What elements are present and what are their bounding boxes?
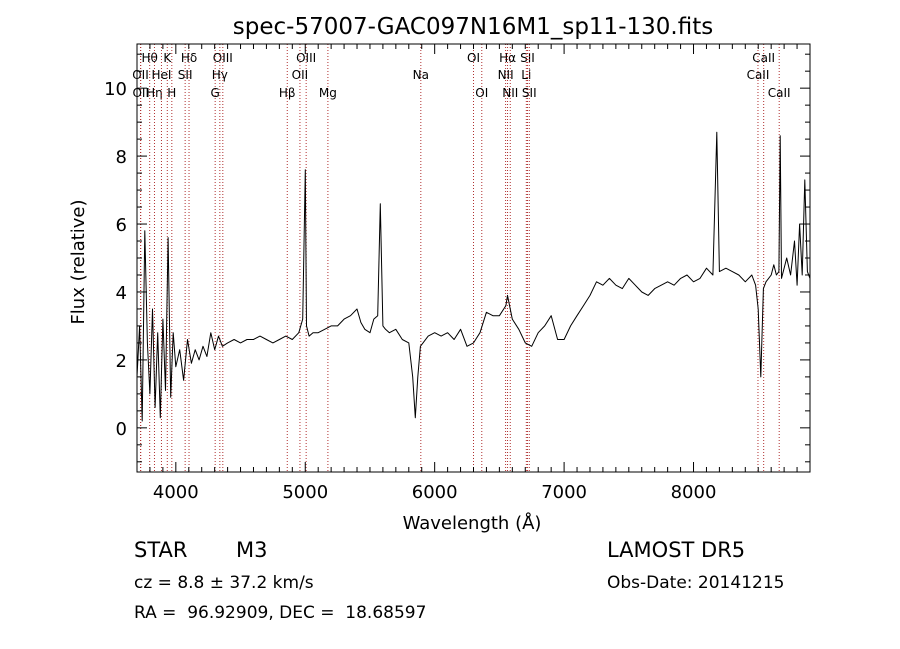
redshift-readout: cz = 8.8 ± 37.2 km/s — [134, 573, 314, 593]
line-marker-label: OII — [292, 68, 309, 82]
line-marker-label: OIII — [213, 51, 233, 65]
x-tick-label: 8000 — [671, 482, 717, 503]
line-marker-label: SII — [522, 86, 537, 100]
line-marker-label: CaII — [752, 51, 775, 65]
line-marker-label: NII — [498, 68, 514, 82]
spectrum-line — [136, 131, 811, 422]
y-tick-label: 6 — [116, 215, 127, 236]
line-marker-label: CaII — [768, 86, 791, 100]
y-tick-label: 10 — [104, 79, 127, 100]
y-axis-label: Flux (relative) — [68, 199, 89, 324]
x-tick-label: 4000 — [153, 482, 199, 503]
line-marker-label: NII — [502, 86, 518, 100]
line-marker-label: OI — [467, 51, 480, 65]
line-marker-label: Hθ — [141, 51, 157, 65]
y-tick-label: 8 — [116, 147, 127, 168]
line-marker-label: Hβ — [279, 86, 296, 100]
x-axis-label: Wavelength (Å) — [403, 512, 542, 534]
line-marker-label: SII — [178, 68, 193, 82]
y-tick-label: 4 — [116, 283, 127, 304]
line-marker-label: HeI — [151, 68, 171, 82]
sky-coordinates: RA = 96.92909, DEC = 18.68597 — [134, 603, 427, 623]
axis-ticks: 4000 5000 6000 7000 8000 0 2 4 6 8 10 — [104, 44, 811, 503]
line-marker-label: Hη — [146, 86, 163, 100]
line-marker-label: CaII — [747, 68, 770, 82]
line-marker-label: K — [163, 51, 172, 65]
line-marker-label: SII — [520, 51, 535, 65]
object-type: STAR — [134, 538, 188, 562]
x-tick-label: 7000 — [541, 482, 587, 503]
chart-title: spec-57007-GAC097N16M1_sp11-130.fits — [233, 14, 713, 40]
survey-release: LAMOST DR5 — [607, 538, 746, 562]
line-marker-label: Hα — [499, 51, 516, 65]
line-marker-label: Na — [413, 68, 429, 82]
observation-date: Obs-Date: 20141215 — [607, 573, 785, 593]
line-marker-label: Li — [521, 68, 531, 82]
x-tick-label: 6000 — [412, 482, 458, 503]
y-tick-label: 2 — [116, 351, 127, 372]
line-marker-label: G — [211, 86, 220, 100]
line-marker-label: OI — [475, 86, 488, 100]
line-marker-label: Mg — [319, 86, 337, 100]
object-subclass: M3 — [236, 538, 268, 562]
line-marker-label: Hγ — [212, 68, 228, 82]
line-marker-label: Hδ — [181, 51, 197, 65]
line-marker-label: OIII — [296, 51, 316, 65]
y-tick-label: 0 — [116, 419, 127, 440]
line-marker-label: H — [167, 86, 176, 100]
x-tick-label: 5000 — [282, 482, 328, 503]
